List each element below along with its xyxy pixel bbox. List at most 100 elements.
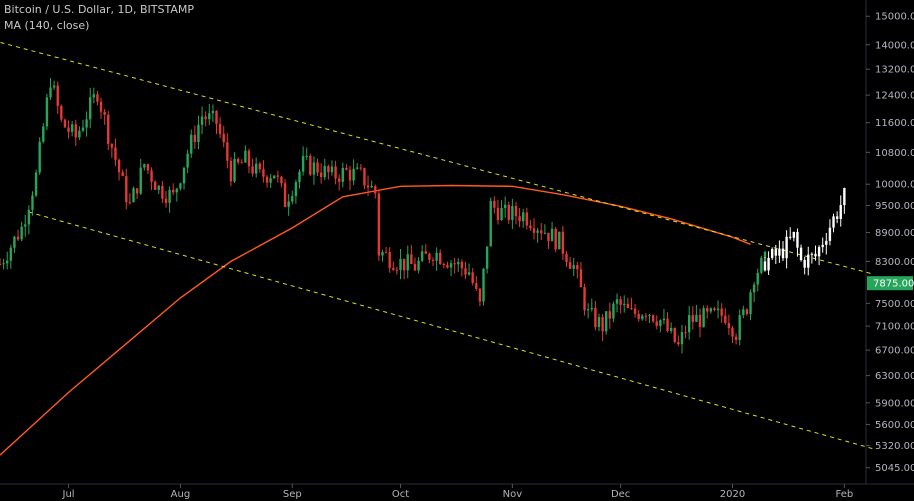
candle-body [680,332,684,345]
candle-body [334,166,337,179]
projection-candle [763,257,767,272]
candle-body [774,249,777,256]
candle-body [669,327,673,331]
candle [583,283,586,316]
candle-body [254,163,258,174]
candle-body [337,178,341,182]
candle [52,80,56,90]
candle [291,190,294,205]
candle-body [702,308,705,328]
candle-body [6,260,9,264]
candle [507,201,510,224]
candle [724,308,727,325]
candle-body [117,159,121,173]
candle [222,125,225,148]
y-tick-label: 10000.00 [875,180,914,191]
projection-candle [843,187,846,214]
candle-body [381,252,384,256]
candle-body [78,130,81,138]
candle [669,322,673,334]
projection-candle [828,219,832,246]
candle [457,258,460,273]
y-tick-label: 7100.00 [875,322,914,333]
candlesticks[interactable] [0,78,767,354]
candle-body [74,124,77,138]
candle [453,257,456,274]
candle [543,224,547,235]
candle [92,87,96,104]
candle [612,301,615,323]
candle-body [273,175,276,179]
candle-body [496,207,500,221]
candle-body [457,261,460,265]
candle [572,257,575,277]
candle-body [807,254,810,268]
candle [406,245,409,279]
channel-lower-line [28,211,874,450]
candle-body [139,167,142,194]
candle-body [81,127,85,131]
y-tick-label: 6700.00 [875,346,914,357]
candle [96,90,99,106]
candle-body [695,314,698,322]
candle [597,313,601,332]
candle [110,143,114,158]
candle [435,247,438,271]
candle [229,157,233,187]
candle [677,335,680,347]
candle [536,227,539,243]
candle-body [413,263,417,271]
candle [713,306,716,312]
candle [262,160,265,183]
candle-body [503,204,507,208]
candle-body [128,202,132,204]
candle [63,118,67,128]
candle [341,162,344,188]
candle [316,158,319,176]
candle-body [38,141,41,173]
candle-body [738,315,741,340]
candle-body [211,110,215,114]
candle-body [716,308,720,311]
candle [157,184,160,195]
time-axis[interactable]: Jul Aug Sep Oct Nov Dec 2020 Feb [62,484,854,500]
candle [81,119,85,133]
candle-body [298,171,301,183]
candle [738,309,741,346]
candle-body [424,251,427,254]
candle-body [525,212,529,226]
candle [182,167,186,190]
candle-body [208,113,211,120]
candle-body [781,248,785,259]
candle [377,190,381,261]
candle [608,302,612,329]
candle-body [294,182,298,197]
candle-body [666,318,669,331]
candle-body [583,287,586,311]
candle-body [543,232,547,234]
candle [211,104,215,122]
candle [309,153,312,177]
candle-body [720,308,723,316]
candle-body [630,307,633,309]
candle-body [586,309,590,311]
candle [283,179,287,208]
candle-body [770,249,774,258]
candle-body [677,342,680,345]
candle-body [482,268,485,302]
candle [45,93,49,131]
candle-body [89,97,92,120]
candle-body [485,246,489,269]
candle [150,167,153,191]
candle-body [323,166,326,178]
candle-body [92,94,96,98]
candle [363,167,366,190]
candle [38,137,41,175]
candle [522,208,525,228]
y-tick-label: 5600.00 [875,420,914,431]
candle [6,251,9,270]
candle-body [27,209,31,225]
candle-body [291,196,294,202]
price-axis[interactable]: 15000.00 14000.00 13200.00 12400.00 11600.00… [866,12,914,474]
